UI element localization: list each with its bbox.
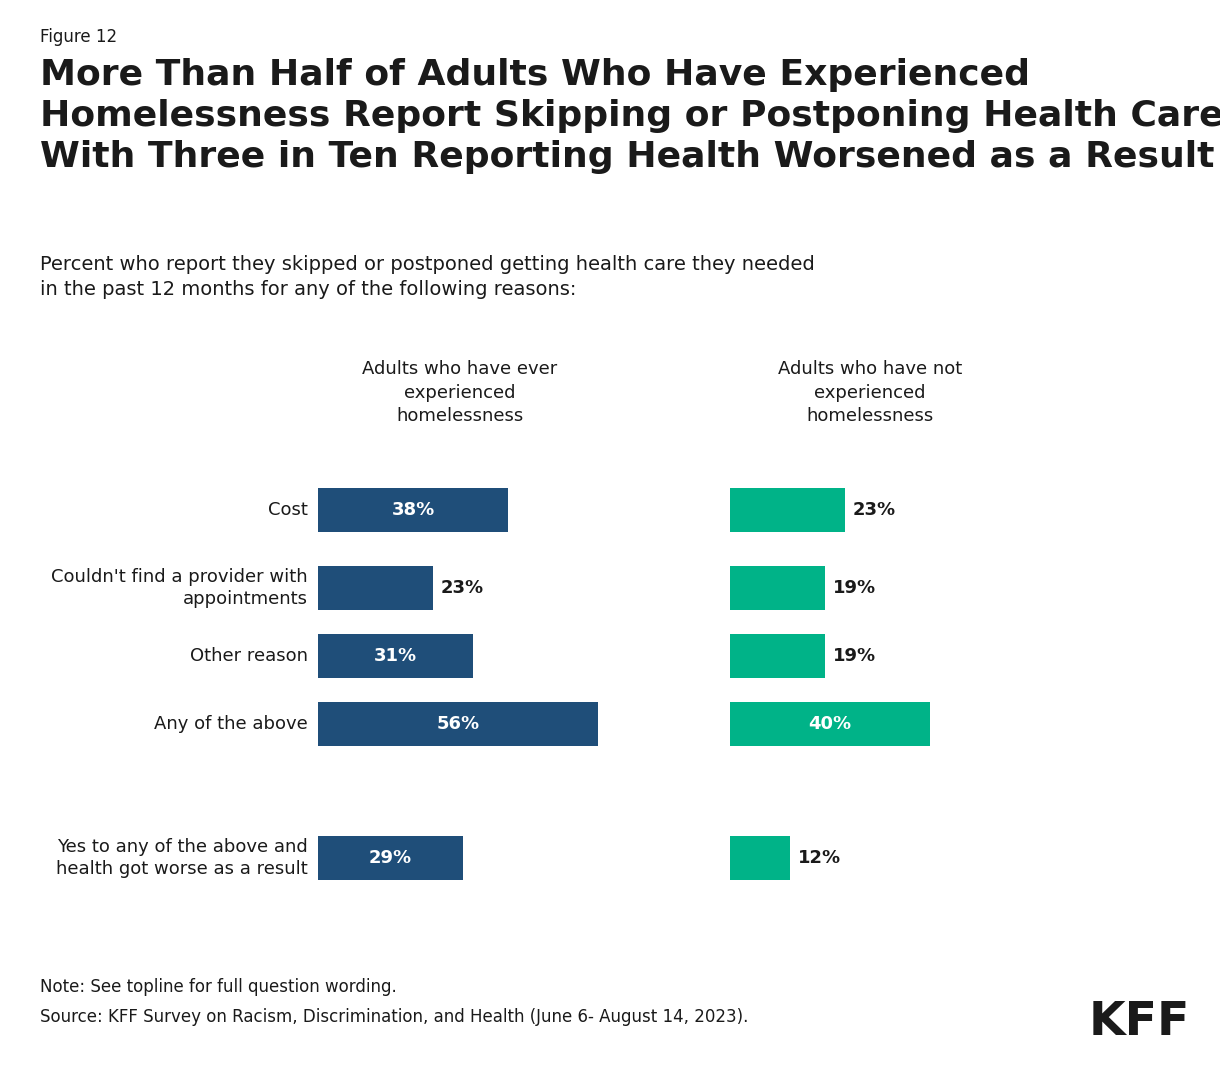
Text: Cost: Cost [268,501,307,519]
Text: 23%: 23% [853,501,897,519]
Text: Couldn't find a provider with
appointments: Couldn't find a provider with appointmen… [51,568,307,608]
Bar [318,836,464,880]
Text: Figure 12: Figure 12 [40,28,117,46]
Text: 29%: 29% [368,849,412,867]
Text: 19%: 19% [833,647,876,665]
Bar [730,489,845,532]
Text: Percent who report they skipped or postponed getting health care they needed
in : Percent who report they skipped or postp… [40,255,815,299]
Bar [318,702,598,746]
Text: Other reason: Other reason [190,647,307,665]
Text: Yes to any of the above and
health got worse as a result: Yes to any of the above and health got w… [56,838,307,878]
Text: 31%: 31% [375,647,417,665]
Text: Note: See topline for full question wording.: Note: See topline for full question word… [40,978,397,996]
Text: 19%: 19% [833,579,876,597]
Bar [730,634,825,678]
Text: Adults who have ever
experienced
homelessness: Adults who have ever experienced homeles… [362,360,558,425]
Text: Adults who have not
experienced
homelessness: Adults who have not experienced homeless… [778,360,963,425]
Bar [730,702,930,746]
Text: Source: KFF Survey on Racism, Discrimination, and Health (June 6- August 14, 202: Source: KFF Survey on Racism, Discrimina… [40,1008,748,1027]
Bar [730,566,825,610]
Text: 38%: 38% [392,501,434,519]
Text: 56%: 56% [437,714,479,733]
Bar [318,634,473,678]
Text: More Than Half of Adults Who Have Experienced
Homelessness Report Skipping or Po: More Than Half of Adults Who Have Experi… [40,58,1220,173]
Text: 23%: 23% [440,579,484,597]
Bar [318,566,433,610]
Bar [318,489,508,532]
Text: KFF: KFF [1088,1000,1190,1045]
Bar [730,836,791,880]
Text: 40%: 40% [809,714,852,733]
Text: Any of the above: Any of the above [154,714,307,733]
Text: 12%: 12% [798,849,841,867]
